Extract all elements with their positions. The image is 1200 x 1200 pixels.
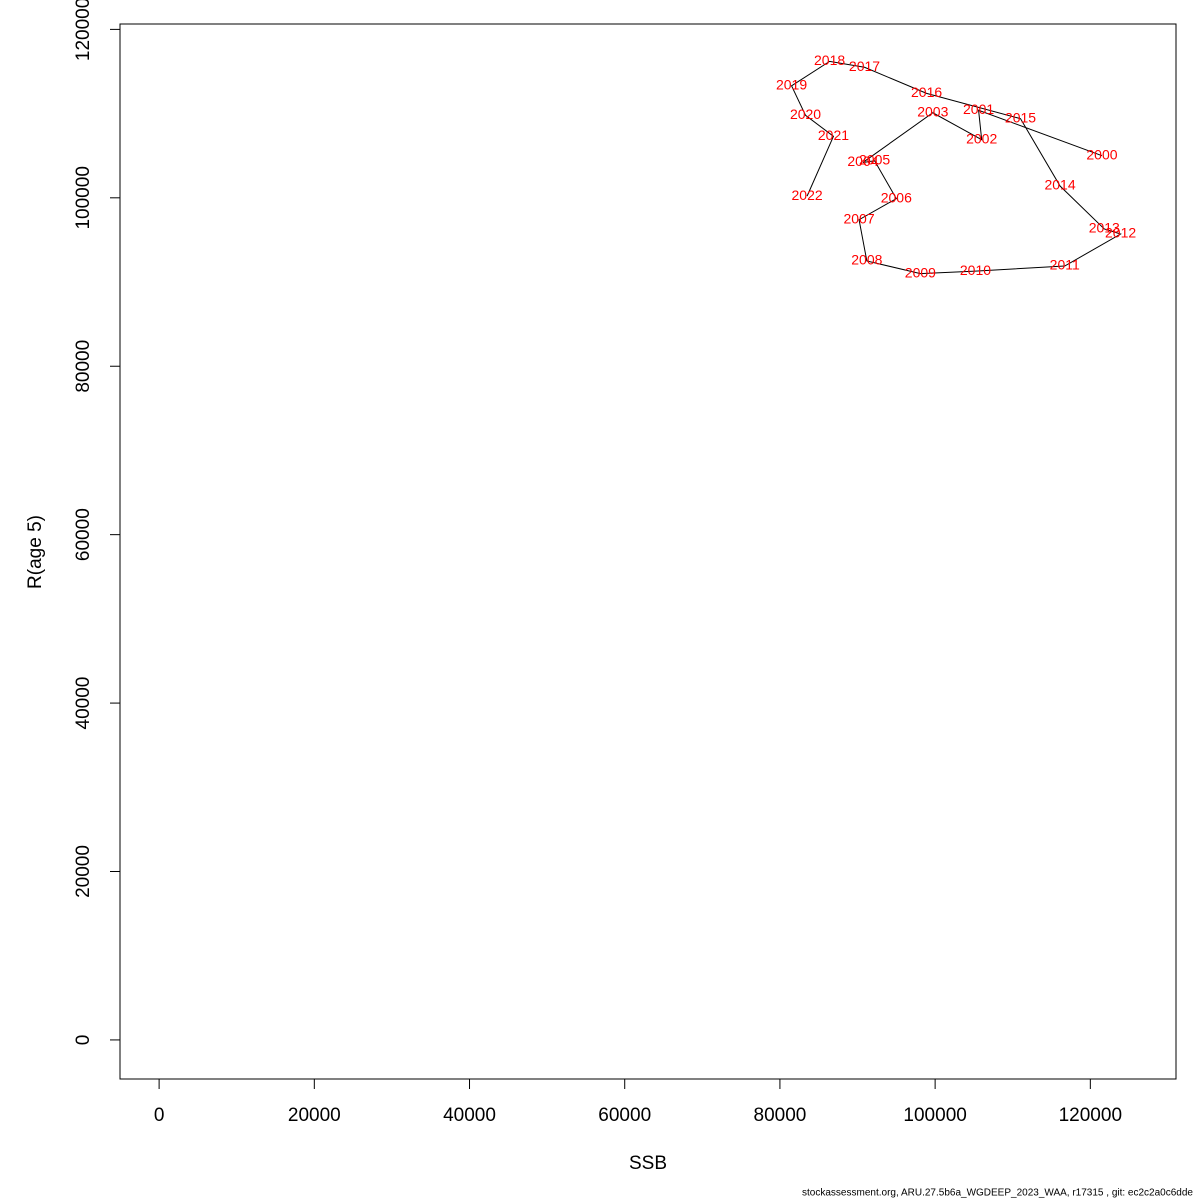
- y-tick-label: 40000: [73, 677, 94, 730]
- x-axis-label: SSB: [629, 1153, 667, 1174]
- year-label: 2017: [849, 58, 880, 74]
- x-tick-label: 60000: [598, 1105, 651, 1126]
- y-tick-label: 100000: [73, 166, 94, 229]
- year-label: 2009: [905, 264, 936, 280]
- year-label: 2011: [1050, 257, 1080, 273]
- year-label: 2013: [1089, 220, 1120, 236]
- year-label: 2005: [859, 151, 890, 167]
- year-label: 2015: [1005, 109, 1036, 125]
- x-tick-label: 0: [154, 1105, 165, 1126]
- year-label: 2003: [917, 103, 948, 119]
- y-tick-label: 60000: [73, 508, 94, 561]
- year-label: 2006: [881, 189, 912, 205]
- year-label: 2014: [1044, 177, 1075, 193]
- year-label: 2000: [1086, 146, 1117, 162]
- year-label: 2010: [960, 262, 991, 278]
- y-tick-label: 20000: [73, 845, 94, 898]
- x-tick-label: 80000: [754, 1105, 807, 1126]
- year-label: 2021: [818, 127, 849, 143]
- year-label: 2008: [851, 252, 882, 268]
- year-label: 2018: [814, 52, 845, 68]
- year-label: 2020: [790, 106, 821, 122]
- year-label: 2022: [792, 187, 823, 203]
- footer: stockassessment.org, ARU.27.5b6a_WGDEEP_…: [802, 1188, 1193, 1199]
- year-label: 2007: [843, 210, 874, 226]
- trajectory-line: [790, 60, 1122, 275]
- plot-frame: [119, 23, 1177, 1080]
- y-axis-label: R(age 5): [25, 515, 46, 589]
- year-label: 2012: [1105, 225, 1136, 241]
- year-label: 2016: [911, 84, 942, 100]
- year-label: 2002: [966, 130, 997, 146]
- year-label: 2001: [963, 101, 994, 117]
- x-tick-label: 120000: [1059, 1105, 1122, 1126]
- year-label: 2004: [847, 153, 878, 169]
- year-label: 2019: [776, 77, 807, 93]
- x-tick-label: 20000: [288, 1105, 341, 1126]
- x-tick-label: 40000: [443, 1105, 496, 1126]
- y-tick-label: 120000: [73, 0, 94, 61]
- y-tick-label: 80000: [73, 340, 94, 393]
- y-tick-label: 0: [73, 1035, 94, 1046]
- x-tick-label: 100000: [903, 1105, 966, 1126]
